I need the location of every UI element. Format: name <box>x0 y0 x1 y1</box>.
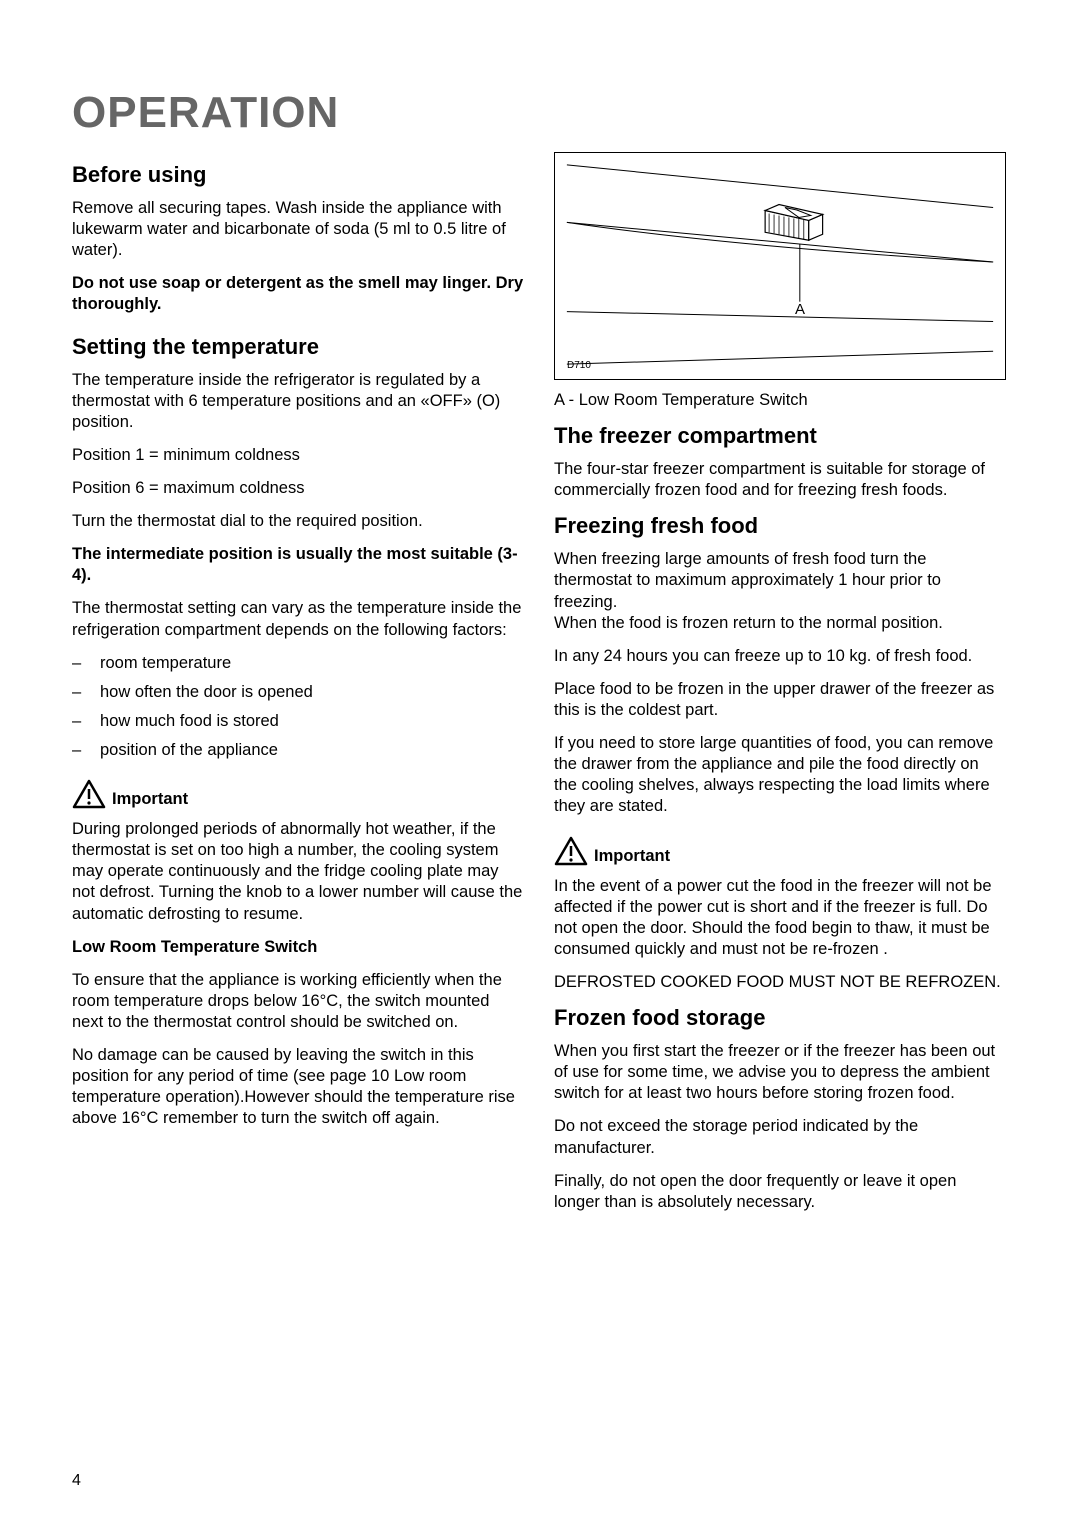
list-item: –how often the door is opened <box>72 682 524 703</box>
left-column: Before using Remove all securing tapes. … <box>72 152 524 1225</box>
right-column: A D710 A - Low Room Temperature Switch T… <box>554 152 1006 1225</box>
setting-temp-p2: Position 1 = minimum coldness <box>72 445 524 466</box>
list-item: –position of the appliance <box>72 740 524 761</box>
frozen-storage-p3: Finally, do not open the door frequently… <box>554 1171 1006 1213</box>
low-room-heading: Low Room Temperature Switch <box>72 937 524 958</box>
warning-icon <box>72 779 106 809</box>
diagram-code: D710 <box>567 360 591 371</box>
important-row: Important <box>554 836 1006 866</box>
setting-temp-p6: The thermostat setting can vary as the t… <box>72 598 524 640</box>
low-room-p2: No damage can be caused by leaving the s… <box>72 1045 524 1129</box>
important-p: During prolonged periods of abnormally h… <box>72 819 524 925</box>
heading-freezer-comp: The freezer compartment <box>554 423 1006 449</box>
page-title: OPERATION <box>72 88 1008 138</box>
setting-temp-p5: The intermediate position is usually the… <box>72 544 524 586</box>
diagram-svg <box>555 153 1005 379</box>
important-row: Important <box>72 779 524 809</box>
list-item-text: room temperature <box>100 653 231 674</box>
list-item-text: position of the appliance <box>100 740 278 761</box>
frozen-storage-p2: Do not exceed the storage period indicat… <box>554 1116 1006 1158</box>
freezing-fresh-important-p2: DEFROSTED COOKED FOOD MUST NOT BE REFROZ… <box>554 972 1006 993</box>
content-columns: Before using Remove all securing tapes. … <box>72 152 1008 1225</box>
diagram: A D710 <box>554 152 1006 380</box>
freezing-fresh-p1: When freezing large amounts of fresh foo… <box>554 549 1006 612</box>
freezing-fresh-important-p1: In the event of a power cut the food in … <box>554 876 1006 960</box>
freezer-comp-p1: The four-star freezer compartment is sui… <box>554 459 1006 501</box>
heading-frozen-storage: Frozen food storage <box>554 1005 1006 1031</box>
setting-temp-p1: The temperature inside the refrigerator … <box>72 370 524 433</box>
low-room-p1: To ensure that the appliance is working … <box>72 970 524 1033</box>
page-number: 4 <box>72 1472 81 1490</box>
heading-before-using: Before using <box>72 162 524 188</box>
list-item: –room temperature <box>72 653 524 674</box>
heading-freezing-fresh: Freezing fresh food <box>554 513 1006 539</box>
before-using-p1: Remove all securing tapes. Wash inside t… <box>72 198 524 261</box>
freezing-fresh-p1b: When the food is frozen return to the no… <box>554 613 1006 634</box>
freezing-fresh-p2: In any 24 hours you can freeze up to 10 … <box>554 646 1006 667</box>
important-label: Important <box>112 790 188 809</box>
setting-temp-p4: Turn the thermostat dial to the required… <box>72 511 524 532</box>
warning-icon <box>554 836 588 866</box>
factors-list: –room temperature –how often the door is… <box>72 653 524 761</box>
diagram-caption: A - Low Room Temperature Switch <box>554 390 1006 411</box>
before-using-p2: Do not use soap or detergent as the smel… <box>72 273 524 315</box>
list-item-text: how often the door is opened <box>100 682 313 703</box>
frozen-storage-p1: When you first start the freezer or if t… <box>554 1041 1006 1104</box>
list-item-text: how much food is stored <box>100 711 279 732</box>
freezing-fresh-p3: Place food to be frozen in the upper dra… <box>554 679 1006 721</box>
diagram-label-a: A <box>795 301 805 318</box>
list-item: –how much food is stored <box>72 711 524 732</box>
important-label: Important <box>594 847 670 866</box>
heading-setting-temp: Setting the temperature <box>72 334 524 360</box>
freezing-fresh-p4: If you need to store large quantities of… <box>554 733 1006 817</box>
setting-temp-p3: Position 6 = maximum coldness <box>72 478 524 499</box>
